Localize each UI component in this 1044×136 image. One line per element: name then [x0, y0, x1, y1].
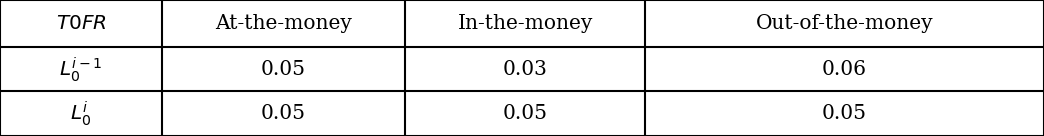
Text: At-the-money: At-the-money: [215, 14, 352, 33]
Text: 0.03: 0.03: [503, 60, 547, 79]
Text: In-the-money: In-the-money: [457, 14, 593, 33]
Text: $L_0^{i}$: $L_0^{i}$: [70, 99, 92, 128]
Text: $T0FR$: $T0FR$: [55, 14, 106, 33]
Text: 0.06: 0.06: [822, 60, 868, 79]
Text: $L_0^{i-1}$: $L_0^{i-1}$: [60, 55, 102, 84]
Text: 0.05: 0.05: [261, 60, 306, 79]
Text: 0.05: 0.05: [822, 104, 868, 123]
Text: 0.05: 0.05: [261, 104, 306, 123]
Text: Out-of-the-money: Out-of-the-money: [756, 14, 933, 33]
Text: 0.05: 0.05: [502, 104, 548, 123]
